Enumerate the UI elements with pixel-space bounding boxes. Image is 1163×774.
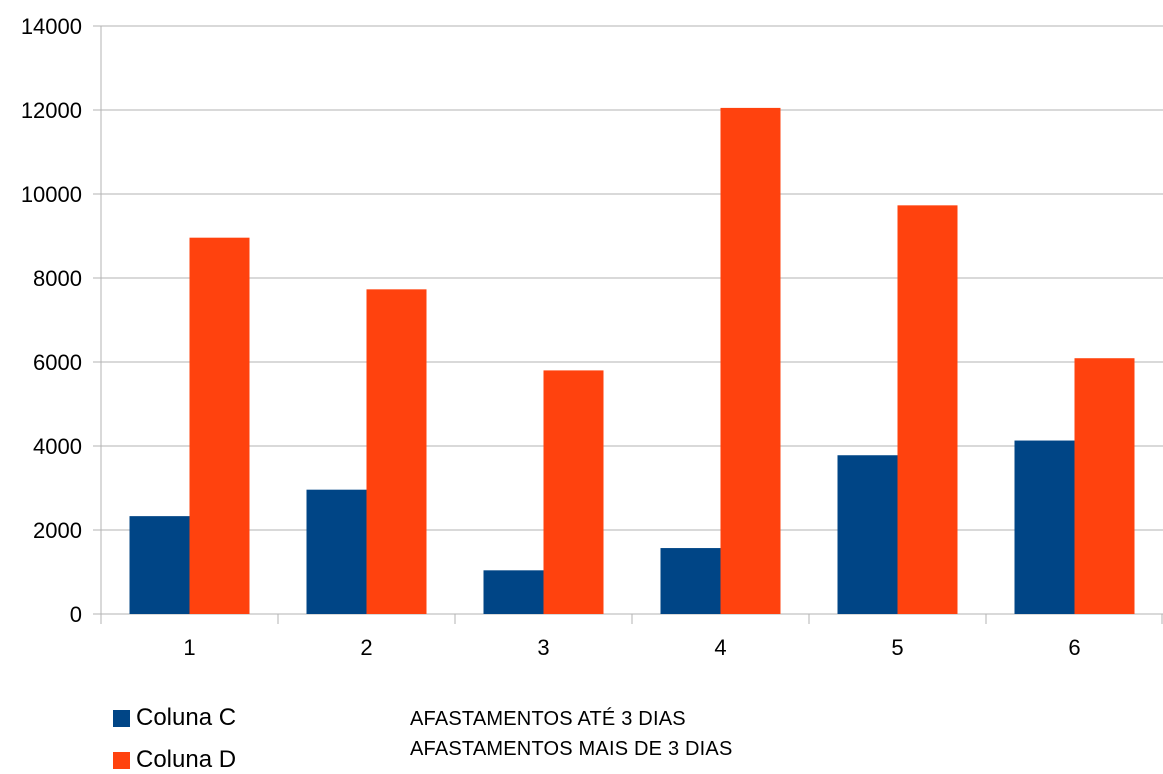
x-tick-label: 4 [714,635,726,660]
bar-coluna-d-4 [720,107,781,615]
bar-coluna-d-2 [366,289,427,614]
y-tick-label: 8000 [33,266,82,291]
legend-label-coluna-c: Coluna C [136,704,237,731]
bar-coluna-c-1 [129,516,190,614]
legend-label-coluna-d: Coluna D [136,746,237,773]
y-tick-label: 4000 [33,434,82,459]
note-afastamentos-ate-3-dias: AFASTAMENTOS ATÉ 3 DIAS [410,708,686,730]
x-tick-label: 6 [1068,635,1080,660]
y-tick-label: 2000 [33,518,82,543]
x-tick-label: 5 [891,635,903,660]
y-tick-label: 14000 [21,14,82,39]
x-tick-label: 3 [537,635,549,660]
y-tick-label: 0 [70,602,82,627]
bar-coluna-c-4 [660,548,721,614]
legend-item-coluna-d: Coluna D [113,746,236,774]
bar-coluna-c-2 [306,489,367,614]
legend-swatch-coluna-d [113,751,130,769]
y-tick-label: 10000 [21,182,82,207]
x-tick-label: 2 [360,635,372,660]
bar-coluna-d-3 [543,370,604,614]
bar-coluna-d-1 [189,237,250,614]
y-tick-label: 6000 [33,350,82,375]
bar-coluna-d-6 [1074,358,1135,614]
bar-coluna-c-3 [483,570,544,614]
bar-coluna-c-5 [837,455,898,614]
legend-swatch-coluna-c [113,709,130,727]
bar-coluna-d-5 [897,205,958,614]
x-tick-label: 1 [183,635,195,660]
y-tick-label: 12000 [21,98,82,123]
legend-item-coluna-c: Coluna C [113,704,236,732]
bar-coluna-c-6 [1014,440,1075,614]
note-afastamentos-mais-de-3-dias: AFASTAMENTOS MAIS DE 3 DIAS [410,738,733,760]
